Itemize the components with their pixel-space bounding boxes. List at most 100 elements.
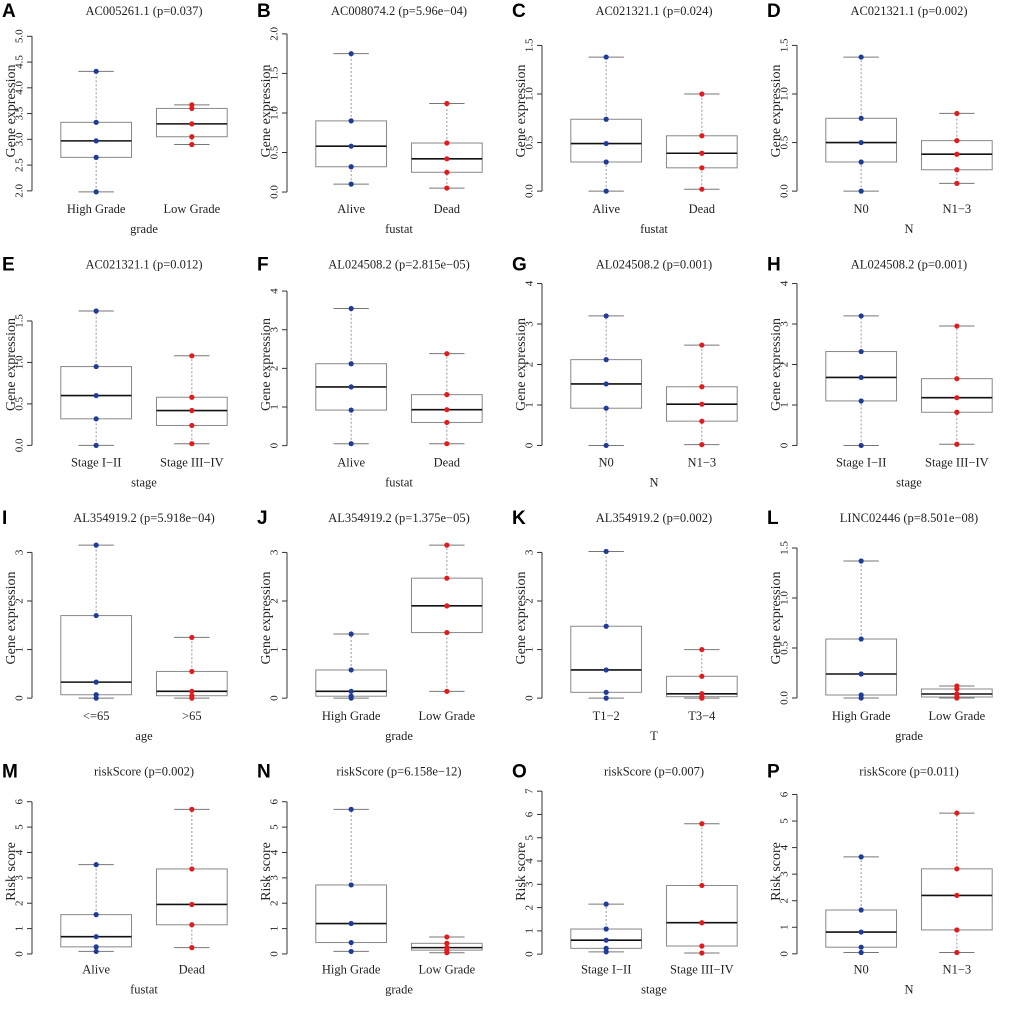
y-tick-label: 6 <box>14 798 26 804</box>
y-axis-label: Gene expression <box>4 65 19 158</box>
y-tick-label: 4 <box>524 858 536 864</box>
y-tick-label: 5 <box>269 824 281 830</box>
y-tick-label: 5 <box>14 824 26 830</box>
y-tick-label: 1.0 <box>779 591 791 605</box>
point <box>93 948 99 955</box>
point <box>444 407 450 413</box>
panel-letter: I <box>2 508 7 529</box>
y-tick-label: 3 <box>524 321 536 327</box>
point <box>444 392 450 398</box>
point <box>93 612 99 619</box>
x-axis-label: fustat <box>640 222 668 236</box>
point <box>603 667 609 673</box>
point <box>444 351 450 357</box>
panel-letter: C <box>512 1 526 22</box>
panel-letter: P <box>767 762 780 783</box>
y-tick-label: 0.0 <box>269 185 281 199</box>
y-axis-label: Gene expression <box>514 318 529 411</box>
y-tick-label: 3.5 <box>14 106 26 120</box>
point <box>348 164 354 170</box>
y-tick-label: 6 <box>524 811 536 817</box>
box <box>315 884 388 944</box>
point <box>93 308 99 314</box>
y-tick-label: 0.5 <box>524 135 536 149</box>
panel-letter: J <box>257 508 268 529</box>
panel: J AL354919.2 (p=1.375e−05) Gene expression… <box>257 508 483 743</box>
y-tick-label: 4 <box>779 280 791 286</box>
point <box>858 692 864 698</box>
y-tick-label: 0.0 <box>524 184 536 198</box>
y-tick-label: 2.0 <box>269 27 281 41</box>
y-tick-label: 0 <box>269 951 281 957</box>
point <box>444 156 450 162</box>
point <box>699 920 705 926</box>
x-tick-label: T3−4 <box>688 709 716 723</box>
y-axis-label: Risk score <box>514 842 529 901</box>
x-tick-label: Stage III−IV <box>670 962 734 976</box>
point <box>93 119 99 125</box>
box <box>825 638 898 696</box>
x-tick-label: Alive <box>337 455 365 469</box>
point <box>858 442 864 449</box>
point <box>603 313 609 319</box>
panel-title: AL024508.2 (p=0.001) <box>596 257 712 271</box>
point <box>699 150 705 156</box>
panel: L LINC02446 (p=8.501e−08) Gene expression g… <box>767 508 993 743</box>
point <box>954 949 960 956</box>
panel-letter: K <box>512 508 526 529</box>
box <box>825 909 898 948</box>
y-tick-label: 1.5 <box>779 541 791 555</box>
panel: H AL024508.2 (p=0.001) Gene expression stag… <box>767 255 993 489</box>
point <box>858 558 864 564</box>
x-tick-label: N0 <box>599 455 614 469</box>
point <box>444 542 450 548</box>
panel-title: AC021321.1 (p=0.012) <box>85 257 202 271</box>
y-tick-label: 2 <box>14 900 26 906</box>
point <box>189 441 195 447</box>
point <box>858 636 864 642</box>
x-tick-label: Stage I−II <box>836 455 886 469</box>
y-tick-label: 3 <box>14 875 26 881</box>
point <box>699 442 705 448</box>
y-tick-label: 1 <box>14 926 26 932</box>
point <box>93 392 99 399</box>
point <box>348 688 354 694</box>
y-axis-label: Gene expression <box>259 318 274 411</box>
x-tick-label: Dead <box>434 455 461 469</box>
point <box>444 688 450 694</box>
x-tick-label: N0 <box>854 202 869 216</box>
point <box>189 102 195 108</box>
y-tick-label: 1.0 <box>269 106 281 120</box>
y-tick-label: 0 <box>269 442 281 448</box>
y-tick-label: 2 <box>779 898 791 904</box>
y-tick-label: 0.5 <box>14 397 26 411</box>
x-tick-label: Alive <box>337 202 365 216</box>
point <box>93 363 99 370</box>
point <box>93 692 99 698</box>
x-tick-label: Stage III−IV <box>160 455 224 469</box>
point <box>954 866 960 872</box>
panel: G AL024508.2 (p=0.001)Gene expressionN012… <box>512 255 738 489</box>
y-axis-label: Risk score <box>259 842 274 901</box>
panel-letter: A <box>2 1 16 22</box>
panel-letter: N <box>257 762 271 783</box>
y-tick-label: 4.0 <box>14 80 26 94</box>
point <box>699 186 705 192</box>
box <box>920 868 993 931</box>
x-axis-label: grade <box>130 222 158 236</box>
y-axis-label: Gene expression <box>514 572 529 665</box>
y-tick-label: 3 <box>524 881 536 887</box>
point <box>189 866 195 872</box>
panel-title: AL354919.2 (p=0.002) <box>596 511 712 525</box>
panel: F AL024508.2 (p=2.815e−05) Gene expression… <box>257 255 483 489</box>
x-tick-label: High Grade <box>67 202 126 216</box>
y-tick-label: 2 <box>524 362 536 368</box>
point <box>954 395 960 401</box>
y-axis-label: Gene expression <box>769 572 784 665</box>
y-tick-label: 3 <box>269 875 281 881</box>
panel-letter: D <box>767 1 781 22</box>
point <box>444 140 450 146</box>
y-axis-label: Gene expression <box>259 572 274 665</box>
point <box>954 927 960 933</box>
point <box>93 679 99 685</box>
